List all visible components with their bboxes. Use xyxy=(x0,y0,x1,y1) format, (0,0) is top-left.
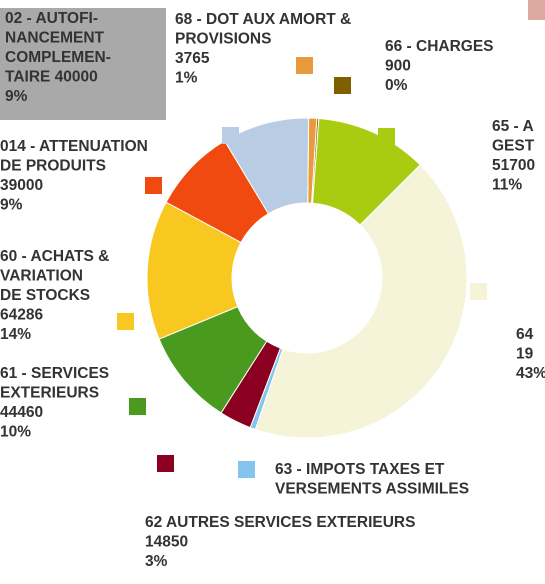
slice-percent: 11% xyxy=(492,177,522,194)
slice-label: 02 - AUTOFI- xyxy=(5,10,98,27)
legend-swatch xyxy=(334,77,351,94)
slice-value: 64286 xyxy=(0,307,43,324)
slice-label: 66 - CHARGES xyxy=(385,38,494,55)
slice-label: GEST xyxy=(492,138,535,155)
slice-label-line: VERSEMENTS ASSIMILES xyxy=(275,481,469,498)
slice-value: 51700 xyxy=(492,157,535,174)
legend-swatch xyxy=(157,455,174,472)
slice-value: 900 xyxy=(385,58,411,75)
slice-label-line: 65 - A xyxy=(492,118,534,135)
slice-percent: 1% xyxy=(175,70,198,87)
slice-label-line: 60 - ACHATS & xyxy=(0,248,109,265)
slice-label: 63 - IMPOTS TAXES ET xyxy=(275,461,445,478)
legend-swatch xyxy=(222,127,239,144)
slice-value: 40000 xyxy=(55,69,98,86)
slice-label-line: COMPLEMEN- xyxy=(5,49,111,66)
slice-label: VARIATION xyxy=(0,268,83,285)
legend-swatch xyxy=(129,398,146,415)
slice-value: 39000 xyxy=(0,177,43,194)
slice-percent: 3% xyxy=(145,553,168,570)
slice-label: COMPLEMEN- xyxy=(5,49,111,66)
label-background xyxy=(0,8,166,120)
slice-label: DE STOCKS xyxy=(0,287,90,304)
slice-label-line: VARIATION xyxy=(0,268,83,285)
slice-label-line: 68 - DOT AUX AMORT & xyxy=(175,11,351,28)
legend-swatch xyxy=(296,57,313,74)
slice-label-line: 62 AUTRES SERVICES EXTERIEURS xyxy=(145,514,415,531)
legend-swatch xyxy=(470,283,487,300)
slice-percent: 10% xyxy=(0,424,31,441)
slice-value: 3765 xyxy=(175,50,210,67)
slice-label-line: 64 xyxy=(516,326,534,343)
slice-label-line: EXTERIEURS xyxy=(0,385,99,402)
slice-label: 65 - A xyxy=(492,118,534,135)
slice-label-line: DE STOCKS xyxy=(0,287,90,304)
slice-label: NANCEMENT xyxy=(5,30,105,47)
slice-label: 68 - DOT AUX AMORT & xyxy=(175,11,351,28)
slice-value: 14850 xyxy=(145,534,188,551)
slice-label-line: 61 - SERVICES xyxy=(0,365,109,382)
legend-swatch xyxy=(378,128,395,145)
slice-label: 60 - ACHATS & xyxy=(0,248,109,265)
slice-label: 61 - SERVICES xyxy=(0,365,109,382)
slice-percent: 0% xyxy=(385,77,408,94)
slice-percent: 43% xyxy=(516,365,545,382)
slice-label-line: DE PRODUITS xyxy=(0,158,106,175)
slice-percent: 9% xyxy=(5,88,28,105)
slice-label-line: NANCEMENT xyxy=(5,30,105,47)
slice-label: VERSEMENTS ASSIMILES xyxy=(275,481,469,498)
legend-swatch xyxy=(238,461,255,478)
slice-label: TAIRE 40000 xyxy=(5,69,98,86)
slice-label: 014 - ATTENUATION xyxy=(0,138,148,155)
slice-label-line: GEST xyxy=(492,138,535,155)
slice-label: 64 xyxy=(516,326,534,343)
slice-label-line: PROVISIONS xyxy=(175,31,271,48)
slice-label-line: 63 - IMPOTS TAXES ET xyxy=(275,461,445,478)
slice xyxy=(254,164,468,439)
slice-value: 19 xyxy=(516,346,534,363)
corner-square xyxy=(528,0,545,20)
slice-label-line: 66 - CHARGES xyxy=(385,38,494,55)
slice-label-line: 014 - ATTENUATION xyxy=(0,138,148,155)
slice-label-line: TAIRE xyxy=(5,69,50,86)
slice-label: EXTERIEURS xyxy=(0,385,99,402)
slice xyxy=(223,117,310,215)
slice-label-line: 02 - AUTOFI- xyxy=(5,10,98,27)
slice-percent: 9% xyxy=(0,197,23,214)
slice-percent: 14% xyxy=(0,326,31,343)
legend-swatch xyxy=(145,177,162,194)
slice-label: DE PRODUITS xyxy=(0,158,106,175)
slice-label: PROVISIONS xyxy=(175,31,271,48)
slice-label: 62 AUTRES SERVICES EXTERIEURS xyxy=(145,514,415,531)
legend-swatch xyxy=(117,313,134,330)
slice-value: 44460 xyxy=(0,404,43,421)
